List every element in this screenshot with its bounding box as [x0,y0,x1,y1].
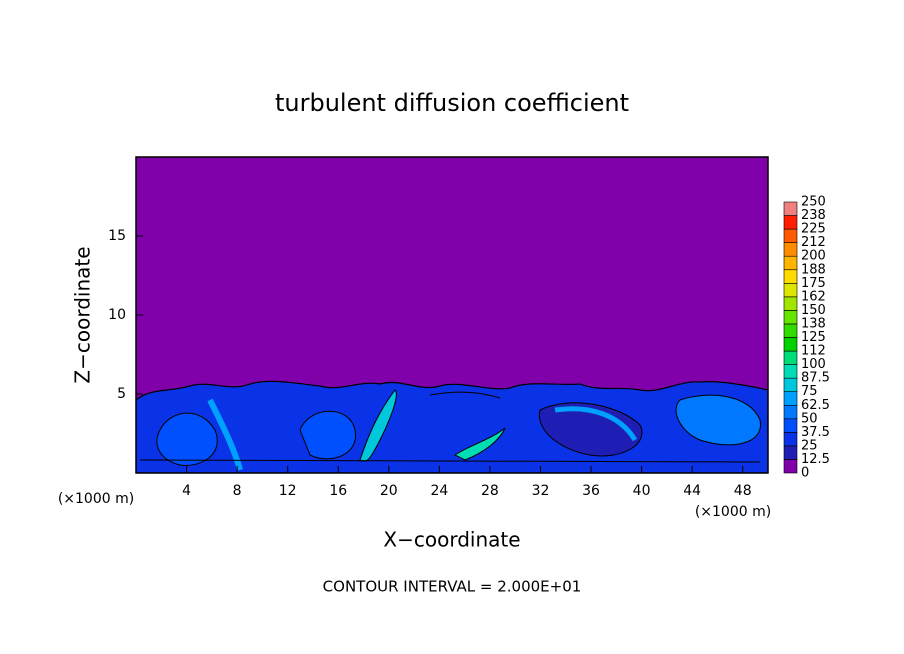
colorbar-label: 250 [801,195,826,210]
colorbar-box [783,432,798,447]
colorbar-box [783,296,798,311]
colorbar-box [783,404,798,420]
colorbar-box [783,310,798,325]
x-tick-label: 8 [233,483,242,499]
x-tick-label: 44 [683,483,701,499]
contour-note: CONTOUR INTERVAL = 2.000E+01 [323,578,582,596]
colorbar-box [783,364,798,379]
x-unit: (×1000 m) [58,491,134,507]
colorbar-box [783,377,798,392]
y-tick-label: 10 [108,307,126,323]
colorbar-box [783,418,798,433]
colorbar-label: 188 [801,262,826,277]
x-tick-label: 40 [633,483,651,499]
colorbar-box [783,350,798,365]
x-tick-label: 4 [182,483,191,499]
y-tick-label: 15 [108,228,126,244]
x-tick-label: 36 [582,483,600,499]
colorbar-label: 62.5 [801,398,830,413]
x-tick-label: 28 [481,483,499,499]
colorbar-label: 125 [801,330,826,345]
y-tick-label: 5 [117,386,126,402]
colorbar-box [783,242,798,257]
colorbar-label: 225 [801,222,826,237]
colorbar-label: 87.5 [801,371,830,386]
colorbar-box [783,215,798,230]
colorbar-box [783,445,798,460]
colorbar-label: 75 [801,384,818,399]
colorbar-label: 238 [801,208,826,223]
x-tick-label: 48 [734,483,752,499]
colorbar-box [783,255,798,271]
colorbar-box [783,201,798,216]
colorbar-box [783,459,798,474]
colorbar-box [783,228,798,243]
chart-title: turbulent diffusion coefficient [275,89,629,117]
colorbar-box [783,337,798,352]
colorbar-label: 138 [801,316,826,331]
colorbar-box [783,391,798,406]
x-tick-label: 16 [329,483,347,499]
colorbar-label: 12.5 [801,452,830,467]
field [136,380,768,473]
colorbar-label: 50 [801,411,818,426]
colorbar-box [783,323,798,338]
x-tick-label: 24 [430,483,448,499]
colorbar-label: 25 [801,438,818,453]
colorbar-label: 162 [801,289,826,304]
x-tick-label: 12 [279,483,297,499]
colorbar-label: 150 [801,303,826,318]
colorbar-box [783,282,798,298]
colorbar-label: 200 [801,249,826,264]
x-axis-label: X−coordinate [383,528,520,552]
colorbar-label: 112 [801,344,826,359]
y-axis-label: Z−coordinate [71,246,95,383]
colorbar-label: 0 [801,466,809,481]
x-tick-label: 32 [532,483,550,499]
colorbar-label: 100 [801,357,826,372]
x-unit: (×1000 m) [695,504,771,520]
x-tick-label: 20 [380,483,398,499]
colorbar-label: 212 [801,235,826,250]
colorbar-label: 175 [801,276,826,291]
colorbar-box [783,269,798,284]
colorbar-label: 37.5 [801,425,830,440]
